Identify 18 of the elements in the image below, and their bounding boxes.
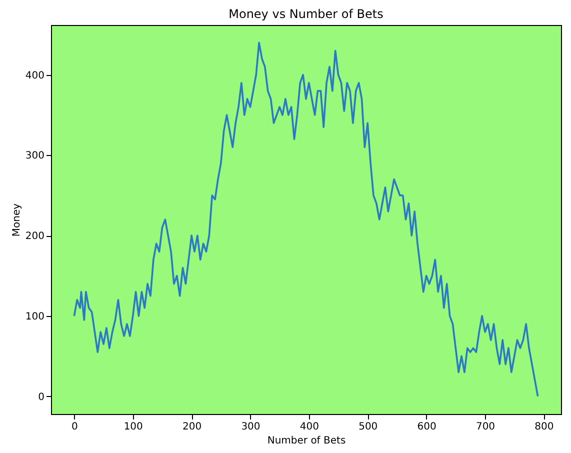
x-tick-label: 200 — [182, 422, 202, 432]
y-axis-title: Money — [11, 203, 22, 237]
x-axis-title: Number of Bets — [267, 436, 346, 446]
line-series — [73, 42, 539, 398]
x-tick-label: 600 — [417, 422, 436, 432]
x-tick-label: 100 — [124, 422, 143, 432]
x-tick-label: 500 — [358, 422, 378, 432]
y-tick-label: 400 — [25, 70, 44, 82]
chart-title: Money vs Number of Bets — [228, 7, 384, 21]
y-tick-label: 300 — [25, 150, 44, 162]
y-tick-label: 200 — [25, 231, 44, 242]
x-tick-label: 700 — [476, 422, 496, 432]
x-tick-label: 800 — [534, 422, 554, 432]
y-tick-label: 100 — [25, 311, 44, 322]
x-tick-label: 400 — [300, 422, 319, 432]
y-tick-label: 0 — [38, 392, 44, 403]
x-tick-label: 300 — [241, 422, 260, 432]
x-tick-label: 0 — [71, 422, 78, 432]
